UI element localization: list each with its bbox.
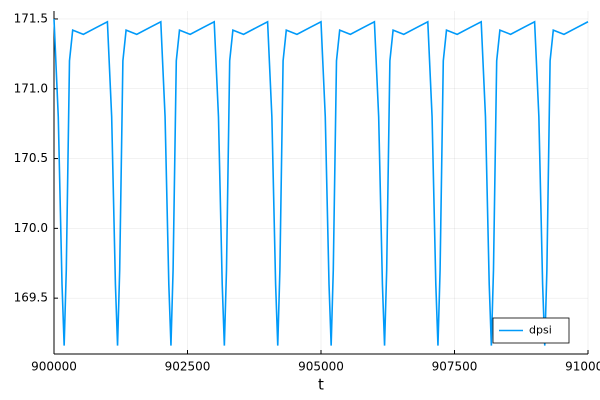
x-tick-label: 907500 bbox=[432, 360, 478, 374]
y-tick-label: 169.5 bbox=[14, 291, 48, 305]
y-tick-label: 171.5 bbox=[14, 11, 48, 25]
x-tick-label: 902500 bbox=[165, 360, 211, 374]
y-tick-label: 170.5 bbox=[14, 151, 48, 165]
x-tick-label: 910000 bbox=[565, 360, 600, 374]
y-tick-label: 171.0 bbox=[14, 81, 48, 95]
x-axis-label: t bbox=[318, 376, 324, 394]
legend-label: dpsi bbox=[529, 324, 552, 337]
x-tick-label: 900000 bbox=[31, 360, 77, 374]
data-line bbox=[53, 18, 589, 346]
x-tick-label: 905000 bbox=[298, 360, 344, 374]
y-tick-label: 170.0 bbox=[14, 221, 48, 235]
